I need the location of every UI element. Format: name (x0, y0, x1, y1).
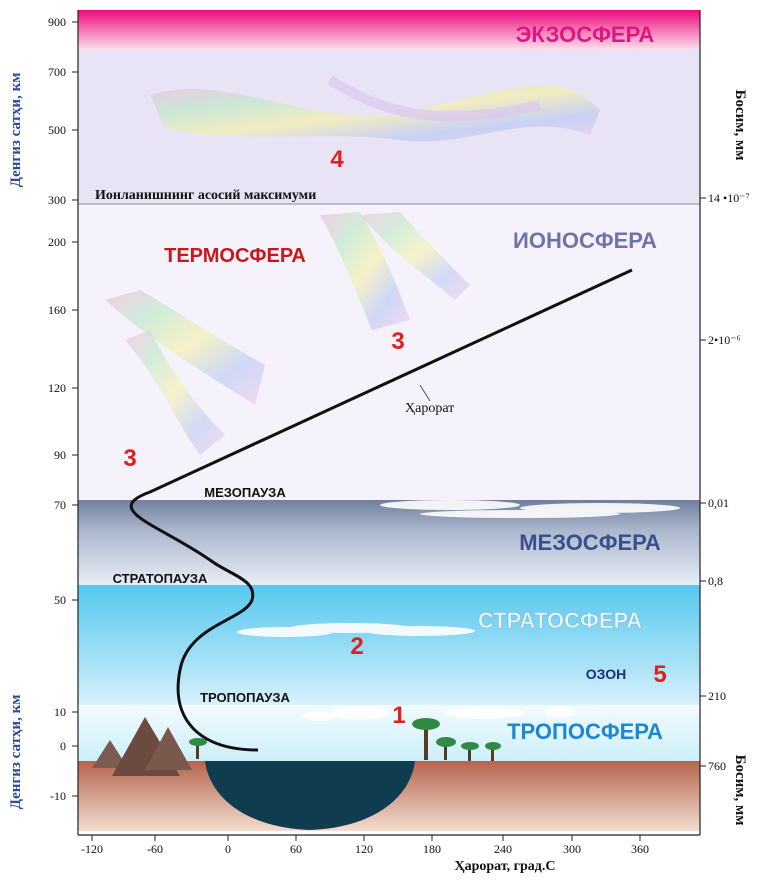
left-tick-label: 50 (54, 593, 66, 607)
x-axis-label: Ҳарорат, град.С (455, 859, 556, 874)
left-upper-axis-label: Денгиз сатҳи, км (8, 73, 24, 188)
mesopause-label: МЕЗОПАУЗА (204, 485, 286, 500)
ionosphere-label: ИОНОСФЕРА (513, 228, 657, 253)
temperature-curve (129, 268, 633, 752)
x-axis-ticks: -120 -60 0 60 120 180 240 300 360 (81, 835, 649, 856)
axes (77, 10, 701, 836)
mountains (92, 717, 192, 776)
lake (205, 761, 415, 830)
marker-2: 2 (350, 633, 363, 660)
stratopause-label: СТРАТОПАУЗА (113, 571, 208, 586)
left-tick-label: 70 (54, 498, 66, 512)
left-tick-label: 500 (48, 123, 66, 137)
x-tick-label: 300 (563, 842, 581, 856)
left-tick-label: 900 (48, 15, 66, 29)
left-tick-label: 700 (48, 65, 66, 79)
x-tick-label: 180 (423, 842, 441, 856)
right-tick-label: 14 •10⁻⁷ (708, 191, 750, 205)
right-tick-label: 760 (708, 759, 726, 773)
marker-3-thermosphere: 3 (123, 445, 136, 472)
marker-4: 4 (330, 146, 344, 173)
x-tick-label: 60 (290, 842, 302, 856)
x-tick-label: -120 (81, 842, 103, 856)
marker-3-ionosphere: 3 (391, 328, 404, 355)
thermosphere-label: ТЕРМОСФЕРА (164, 245, 306, 267)
ionization-max-label: Ионланишнинг асосий максимуми (95, 188, 316, 203)
marker-1: 1 (392, 702, 405, 729)
left-tick-label: 10 (54, 705, 66, 719)
left-tick-label: 120 (48, 381, 66, 395)
x-tick-label: 240 (494, 842, 512, 856)
troposphere-label: ТРОПОСФЕРА (507, 719, 663, 744)
exosphere-label: ЭКЗОСФЕРА (516, 22, 655, 47)
right-axis-ticks: 14 •10⁻⁷ 2•10⁻⁶ 0,01 0,8 210 760 (700, 191, 750, 773)
right-tick-label: 0,01 (708, 496, 729, 510)
exosphere-band (78, 10, 700, 50)
right-tick-label: 0,8 (708, 574, 723, 588)
x-tick-label: -60 (147, 842, 163, 856)
stratosphere-band (78, 585, 700, 705)
left-tick-label: 90 (54, 448, 66, 462)
x-tick-label: 120 (355, 842, 373, 856)
left-tick-label: 200 (48, 235, 66, 249)
left-tick-label: 0 (60, 739, 66, 753)
x-tick-label: 360 (631, 842, 649, 856)
marker-5: 5 (653, 661, 666, 688)
left-tick-label: -10 (50, 789, 66, 803)
ozone-label: ОЗОН (586, 666, 626, 682)
right-tick-label: 2•10⁻⁶ (708, 333, 741, 347)
left-tick-label: 160 (48, 303, 66, 317)
right-upper-axis-label: Босим, мм (732, 90, 748, 161)
clouds (237, 500, 680, 721)
aurora-patterns (105, 75, 600, 455)
right-lower-axis-label: Босим, мм (732, 755, 748, 826)
left-axis-ticks: 900 700 500 300 200 160 120 90 70 50 10 0 -10 (48, 15, 78, 803)
temperature-curve-label: Ҳарорат (405, 401, 454, 416)
tropopause-label: ТРОПОПАУЗА (200, 690, 290, 705)
mesosphere-label: МЕЗОСФЕРА (519, 530, 661, 555)
right-tick-label: 210 (708, 689, 726, 703)
trees (189, 718, 501, 761)
stratosphere-label: СТРАТОСФЕРА (478, 608, 642, 633)
left-lower-axis-label: Денгиз сатҳи, км (8, 695, 24, 810)
temperature-label-pointer (419, 384, 431, 402)
left-tick-label: 300 (48, 193, 66, 207)
x-tick-label: 0 (225, 842, 231, 856)
